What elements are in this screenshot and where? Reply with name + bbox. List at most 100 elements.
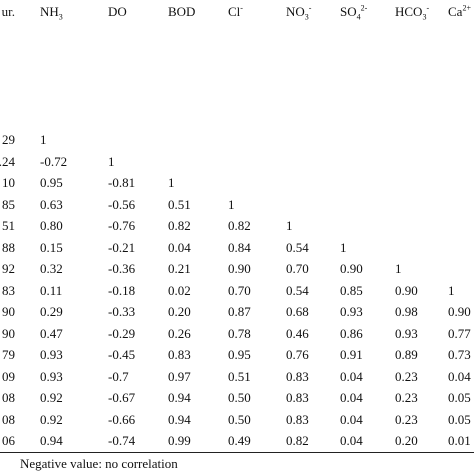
bottom-rule <box>0 452 474 453</box>
table-cell: 0.50 <box>228 390 251 405</box>
header-cell: HCO3- <box>395 3 430 22</box>
table-cell: 0.83 <box>286 368 309 384</box>
table-cell: 0.87 <box>228 304 251 319</box>
table-cell: 0.94 <box>168 411 191 427</box>
table-cell: 0.76 <box>286 347 309 362</box>
table-cell: 0.04 <box>340 433 363 448</box>
table-cell: 1 <box>40 132 47 147</box>
table-cell: 0.54 <box>286 239 309 255</box>
table-cell: 08 <box>2 390 15 405</box>
table-cell: -0.7 <box>108 368 129 384</box>
table-cell: -0.72 <box>40 153 68 169</box>
table-cell: 0.83 <box>286 411 309 427</box>
table-cell: 0.05 <box>448 390 471 405</box>
table-cell: -0.29 <box>108 325 136 341</box>
table-cell: 83 <box>2 282 15 298</box>
table-cell: 0.51 <box>168 196 191 212</box>
header-cell: Ca2+ <box>448 4 471 19</box>
table-cell: 0.80 <box>40 218 63 233</box>
footnote: Negative value: no correlation <box>20 456 178 471</box>
table-cell: 0.23 <box>395 390 418 405</box>
header-cell: NO3- <box>286 3 312 22</box>
table-cell: -0.66 <box>108 411 136 427</box>
header-superscript: - <box>426 3 430 13</box>
table-cell: 0.94 <box>168 390 191 405</box>
table-cell: 0.73 <box>448 347 471 362</box>
table-cell: 1 <box>286 218 293 233</box>
table-cell: -0.21 <box>108 239 136 255</box>
table-cell: 0.46 <box>286 325 309 341</box>
table-cell: -0.67 <box>108 390 136 405</box>
table-cell: 1 <box>340 239 347 255</box>
table-cell: 0.90 <box>340 261 363 276</box>
table-cell: 0.01 <box>448 433 471 448</box>
header-text: HCO <box>395 4 423 19</box>
table-cell: 0.11 <box>40 282 63 298</box>
table-cell: 0.86 <box>340 325 363 341</box>
table-cell: -0.33 <box>108 304 136 319</box>
header-superscript: - <box>308 3 312 13</box>
header-subscript: 3 <box>422 12 427 22</box>
table-cell: 0.85 <box>340 282 363 298</box>
table-cell: 0.95 <box>40 175 63 190</box>
table-cell: 0.04 <box>340 368 363 384</box>
table-cell: 0.93 <box>395 325 418 341</box>
table-cell: 0.90 <box>448 304 471 319</box>
table-cell: 0.91 <box>340 347 363 362</box>
header-text: NO <box>286 4 305 19</box>
table-cell: 0.32 <box>40 261 63 276</box>
table-cell: 0.93 <box>340 304 363 319</box>
header-text: Cl <box>228 4 241 19</box>
header-superscript: 2- <box>360 3 368 13</box>
table-cell: -0.81 <box>108 175 136 190</box>
table-cell: 0.83 <box>168 347 191 362</box>
table-cell: 0.92 <box>40 411 63 427</box>
table-cell: 90 <box>2 325 15 341</box>
table-cell: 0.04 <box>448 368 471 384</box>
table-cell: 0.95 <box>228 347 251 362</box>
header-text: NH <box>40 4 59 19</box>
table-cell: 0.51 <box>228 368 251 384</box>
table-cell: 0.92 <box>40 390 63 405</box>
table-cell: 0.90 <box>395 282 418 298</box>
table-cell: 0.78 <box>228 325 251 341</box>
header-subscript: 3 <box>304 12 309 22</box>
table-cell: 09 <box>2 368 15 384</box>
table-cell: 0.47 <box>40 325 63 341</box>
table-cell: 0.93 <box>40 368 63 384</box>
table-cell: 0.68 <box>286 304 309 319</box>
header-cell: DO <box>108 5 127 19</box>
table-cell: -0.36 <box>108 261 136 276</box>
table-cell: 0.82 <box>168 218 191 233</box>
table-cell: 0.70 <box>228 282 251 298</box>
table-cell: 29 <box>2 132 15 147</box>
table-cell: 0.99 <box>168 433 191 448</box>
header-text: Ca <box>448 4 463 19</box>
table-cell: -0.76 <box>108 218 136 233</box>
table-cell: .24 <box>0 153 15 169</box>
table-cell: 0.05 <box>448 411 471 427</box>
table-cell: 79 <box>2 347 15 362</box>
table-cell: 06 <box>2 433 15 448</box>
header-cell: ur. <box>0 5 15 19</box>
table-cell: 1 <box>168 175 175 190</box>
table-cell: 0.20 <box>395 433 418 448</box>
table-cell: 1 <box>108 153 115 169</box>
table-cell: 88 <box>2 239 15 255</box>
header-text: DO <box>108 4 127 19</box>
table-cell: -0.56 <box>108 196 136 212</box>
header-text: ur. <box>1 4 15 19</box>
header-text: SO <box>340 4 357 19</box>
table-cell: 0.54 <box>286 282 309 298</box>
table-cell: 0.26 <box>168 325 191 341</box>
header-text: BOD <box>168 4 196 19</box>
table-cell: 0.23 <box>395 368 418 384</box>
table-cell: 0.70 <box>286 261 309 276</box>
table-cell: 0.02 <box>168 282 191 298</box>
header-cell: Cl- <box>228 4 243 19</box>
table-cell: 0.77 <box>448 325 471 341</box>
header-cell: BOD <box>168 5 195 19</box>
table-cell: 0.93 <box>40 347 63 362</box>
table-cell: -0.45 <box>108 347 136 362</box>
